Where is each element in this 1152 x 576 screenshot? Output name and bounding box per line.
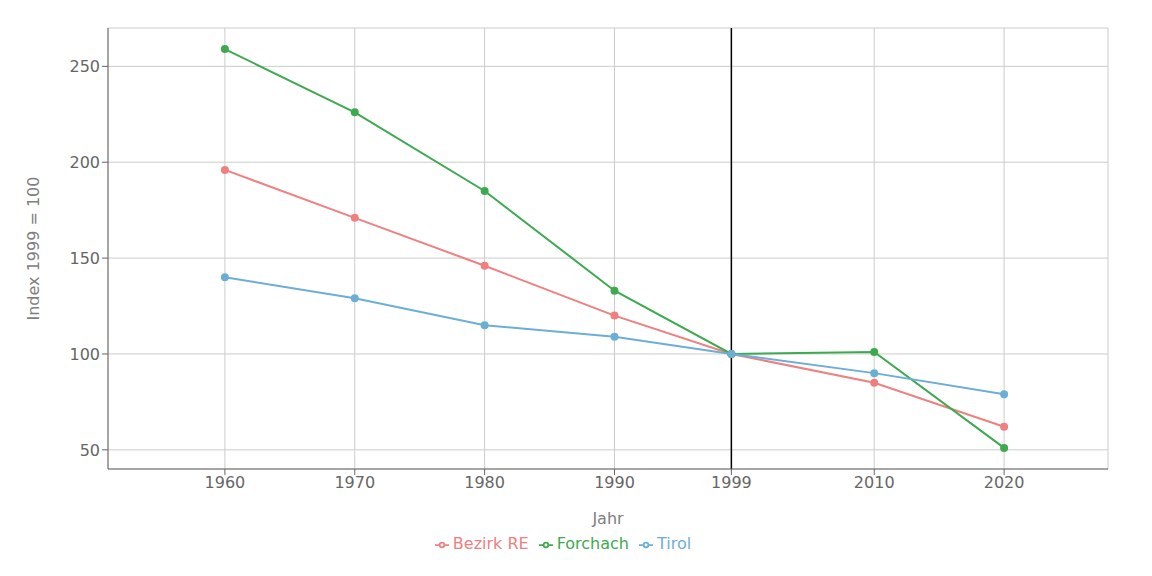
svg-text:100: 100 — [69, 345, 100, 364]
svg-text:1980: 1980 — [464, 473, 505, 492]
svg-text:1960: 1960 — [205, 473, 246, 492]
svg-text:Index 1999 = 100: Index 1999 = 100 — [24, 177, 43, 321]
svg-text:Jahr: Jahr — [591, 509, 624, 528]
svg-text:2020: 2020 — [984, 473, 1025, 492]
svg-text:1999: 1999 — [711, 473, 752, 492]
html-text:Forchach: Forchach — [556, 534, 629, 553]
svg-text:1970: 1970 — [334, 473, 375, 492]
svg-text:50: 50 — [80, 441, 100, 460]
svg-text:1990: 1990 — [594, 473, 635, 492]
svg-text:250: 250 — [69, 57, 100, 76]
svg-text:2010: 2010 — [854, 473, 895, 492]
html-text:Bezirk RE: Bezirk RE — [452, 534, 529, 553]
svg-text:200: 200 — [69, 153, 100, 172]
svg-text:150: 150 — [69, 249, 100, 268]
html-text:Tirol: Tirol — [657, 534, 692, 553]
